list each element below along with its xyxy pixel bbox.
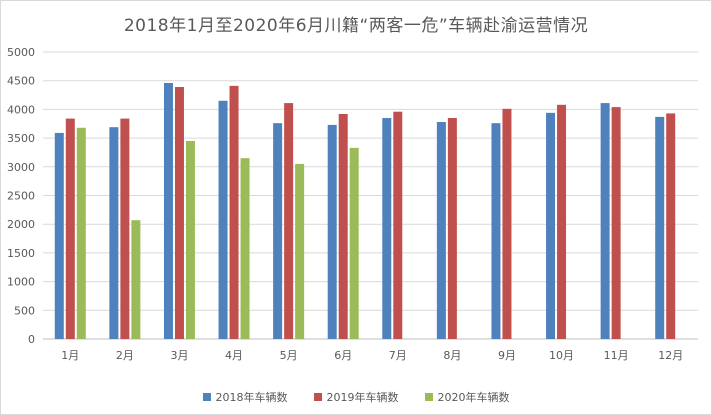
bar [666,113,676,339]
legend: 2018年车辆数 2019年车辆数 2020年车辆数 [1,389,711,405]
legend-swatch [313,393,322,401]
y-tick-label: 2000 [7,218,35,231]
x-tick-label: 11月 [604,349,629,362]
bar [76,127,86,339]
legend-swatch [424,393,433,401]
x-tick-label: 2月 [116,349,134,362]
y-axis: 0 500 1000 1500 2000 2500 3000 3500 4000 4500 5000 [7,46,35,346]
x-tick-label: 1月 [61,349,79,362]
bar [327,124,337,339]
legend-item: 2018年车辆数 [202,389,288,405]
legend-label: 2019年车辆数 [326,391,399,404]
chart-title: 2018年1月至2020年6月川籍“两客一危”车辆赴渝运营情况 [123,16,589,36]
bar [382,118,392,339]
bar [600,103,610,339]
y-tick-label: 3500 [7,132,35,145]
x-tick-label: 7月 [389,349,407,362]
y-tick-label: 3000 [7,161,35,174]
bar [284,103,294,339]
gridlines [43,51,698,340]
legend-label: 2018年车辆数 [215,391,288,404]
y-tick-label: 4000 [7,103,35,116]
x-tick-label: 12月 [658,349,683,362]
bar [295,163,305,339]
bar [273,123,283,340]
bar [174,87,184,339]
x-tick-label: 10月 [549,349,574,362]
x-tick-label: 8月 [443,349,461,362]
y-tick-label: 1500 [7,247,35,260]
bar [229,85,239,339]
bar [218,100,228,339]
bar [163,82,173,339]
y-tick-label: 500 [14,304,35,317]
bar [546,112,556,340]
x-tick-label: 5月 [280,349,298,362]
bar [185,140,195,339]
x-tick-label: 9月 [498,349,516,362]
bar [611,107,621,339]
bar [491,123,501,340]
bar [447,118,457,339]
bar [655,116,665,339]
y-tick-label: 5000 [7,46,35,59]
bar [120,118,130,339]
x-axis: 1月 2月 3月 4月 5月 6月 7月 8月 9月 10月 11月 12月 [61,349,683,362]
bar [240,158,250,339]
bar [65,118,75,339]
y-tick-label: 4500 [7,75,35,88]
bar [436,122,446,339]
x-tick-label: 4月 [225,349,243,362]
bar [393,111,403,339]
bar [109,127,119,339]
bar [54,132,64,339]
x-tick-label: 6月 [334,349,352,362]
bars [54,82,676,340]
x-tick-label: 3月 [170,349,188,362]
legend-item: 2019年车辆数 [313,389,399,405]
bar [338,113,348,339]
legend-swatch [202,393,211,401]
bar [349,147,359,339]
y-tick-label: 2500 [7,190,35,203]
legend-item: 2020年车辆数 [424,389,510,405]
y-tick-label: 0 [28,333,35,346]
bar [502,108,512,340]
bar [557,104,567,339]
legend-label: 2020年车辆数 [437,391,510,404]
y-tick-label: 1000 [7,276,35,289]
bar [131,220,141,339]
